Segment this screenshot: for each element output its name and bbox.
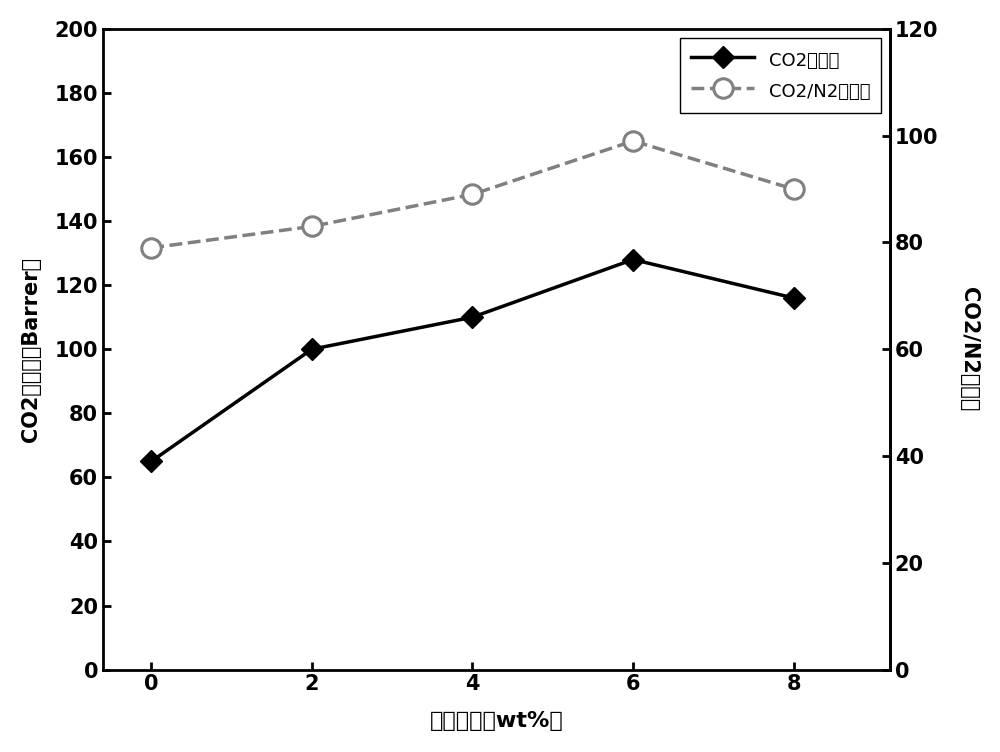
CO2渗透率 [627,255,639,264]
CO2/N2选择性 [466,190,478,199]
Legend: CO2渗透率, CO2/N2选择性: CO2渗透率, CO2/N2选择性 [680,38,881,113]
CO2渗透率 [306,344,318,353]
X-axis label: 填料含量（wt%）: 填料含量（wt%） [430,711,563,731]
CO2渗透率 [466,313,478,322]
CO2/N2选择性 [627,136,639,145]
CO2/N2选择性 [788,184,800,193]
CO2渗透率 [145,457,157,466]
Line: CO2/N2选择性: CO2/N2选择性 [142,132,803,257]
Y-axis label: CO2/N2选择性: CO2/N2选择性 [959,287,979,411]
CO2/N2选择性 [306,222,318,231]
Y-axis label: CO2渗透率（Barrer）: CO2渗透率（Barrer） [21,256,41,441]
CO2/N2选择性 [145,243,157,252]
Line: CO2渗透率: CO2渗透率 [144,252,801,469]
CO2渗透率 [788,293,800,302]
